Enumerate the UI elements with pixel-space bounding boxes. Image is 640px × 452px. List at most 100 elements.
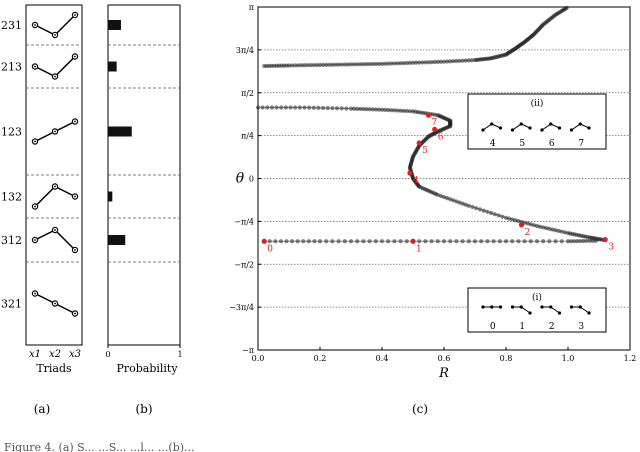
trajectory-point <box>361 239 366 244</box>
highlight-point-label: 1 <box>416 244 422 254</box>
triad-marker-dot <box>74 55 76 58</box>
trajectory-point <box>491 239 496 244</box>
trajectory-point <box>420 60 425 65</box>
panel-label: (a) <box>34 402 51 416</box>
trajectory-point <box>572 239 577 244</box>
inset-glyph-marker <box>498 126 503 130</box>
trajectory-point <box>312 239 317 244</box>
trajectory-point <box>379 239 385 244</box>
trajectory-point <box>376 61 381 67</box>
trajectory-point <box>265 105 270 110</box>
trajectory-point <box>401 60 406 66</box>
trajectory-point <box>404 60 409 66</box>
highlight-point <box>518 222 525 228</box>
triad-marker-dot <box>54 34 56 36</box>
inset-label: (i) <box>532 292 542 303</box>
trajectory-point <box>255 105 261 110</box>
inset-tick-label: 7 <box>578 139 584 149</box>
trajectory-point <box>463 58 468 63</box>
inset-glyph-marker <box>569 128 574 132</box>
trajectory-point <box>306 239 311 244</box>
y-tick-label: π/2 <box>241 89 254 98</box>
trajectory-point <box>590 238 595 243</box>
inset-glyph-marker <box>528 311 532 315</box>
inset-tick-label: 1 <box>519 322 525 332</box>
trajectory-point <box>451 59 456 64</box>
trajectory-point <box>466 239 471 244</box>
trajectory-point <box>386 107 391 113</box>
triad-row-label: 231 <box>1 19 22 32</box>
trajectory-point <box>325 105 330 111</box>
trajectory-point <box>373 239 378 244</box>
inset-label: (ii) <box>531 98 544 109</box>
trajectory-point <box>575 239 580 244</box>
highlight-point-label: 4 <box>413 176 419 186</box>
highlight-point <box>416 140 422 146</box>
trajectory-point <box>339 106 344 111</box>
inset-glyph-marker <box>549 122 553 126</box>
trajectory-point <box>321 62 326 67</box>
trajectory-point <box>302 63 307 68</box>
triad-marker-dot <box>34 205 36 208</box>
trajectory-point <box>492 212 497 217</box>
trajectory-point <box>547 239 552 244</box>
y-tick-label: −π <box>242 346 254 355</box>
probability-bar <box>108 126 132 137</box>
triad-row-label: 321 <box>1 298 22 311</box>
trajectory-point <box>333 62 338 67</box>
x-tick-label: 1.0 <box>562 354 575 363</box>
triad-marker-dot <box>54 229 56 231</box>
trajectory-point <box>364 62 369 67</box>
highlight-point-label: 6 <box>438 132 444 142</box>
trajectory-point <box>330 62 335 67</box>
trajectory-point <box>457 58 462 63</box>
trajectory-point <box>324 62 329 67</box>
triads-x-tick-label: x3 <box>69 349 81 360</box>
trajectory-point <box>321 105 326 111</box>
trajectory-point <box>593 238 599 243</box>
trajectory-point <box>445 59 450 64</box>
trajectory-point <box>293 63 298 68</box>
inset-glyph-marker <box>490 305 494 309</box>
highlight-point <box>602 237 608 243</box>
trajectory-point <box>435 59 440 64</box>
x-tick-label: 0.8 <box>500 354 513 363</box>
trajectory-point <box>358 106 363 112</box>
trajectory-point <box>395 61 400 66</box>
trajectory-point <box>370 107 375 112</box>
trajectory-point <box>293 105 298 110</box>
trajectory-point <box>392 108 397 113</box>
trajectory-point <box>305 63 310 68</box>
trajectory-point <box>376 107 381 112</box>
trajectory-point <box>344 106 349 111</box>
trajectory-point <box>284 239 289 244</box>
trajectory-point <box>317 62 323 68</box>
trajectory-point <box>383 61 388 66</box>
y-tick-label: 3π/4 <box>236 46 254 55</box>
triad-marker-dot <box>74 195 76 198</box>
trajectory-point <box>469 58 474 63</box>
triad-marker-dot <box>54 302 56 305</box>
trajectory-point <box>398 61 403 66</box>
inset-glyph-marker <box>569 305 574 309</box>
x-tick-label: 0.0 <box>252 354 265 363</box>
triads-x-tick-label: x2 <box>49 349 61 360</box>
y-tick-label: −π/2 <box>234 260 254 269</box>
trajectory-point <box>286 63 292 68</box>
trajectory-point <box>466 203 471 208</box>
highlight-point <box>425 112 432 118</box>
trajectory-point <box>481 208 486 213</box>
trajectory-point <box>470 204 475 210</box>
trajectory-point <box>441 239 447 244</box>
trajectory-point <box>398 108 403 113</box>
inset-glyph-marker <box>481 128 485 132</box>
trajectory-point <box>348 106 354 111</box>
panel-label: (b) <box>135 402 152 416</box>
trajectory-point <box>307 105 312 110</box>
trajectory-point <box>283 105 288 110</box>
trajectory-point <box>441 59 447 64</box>
inset-glyph-marker <box>578 122 582 126</box>
scatter-xlabel: R <box>438 366 449 381</box>
inset-glyph-marker <box>557 126 562 130</box>
